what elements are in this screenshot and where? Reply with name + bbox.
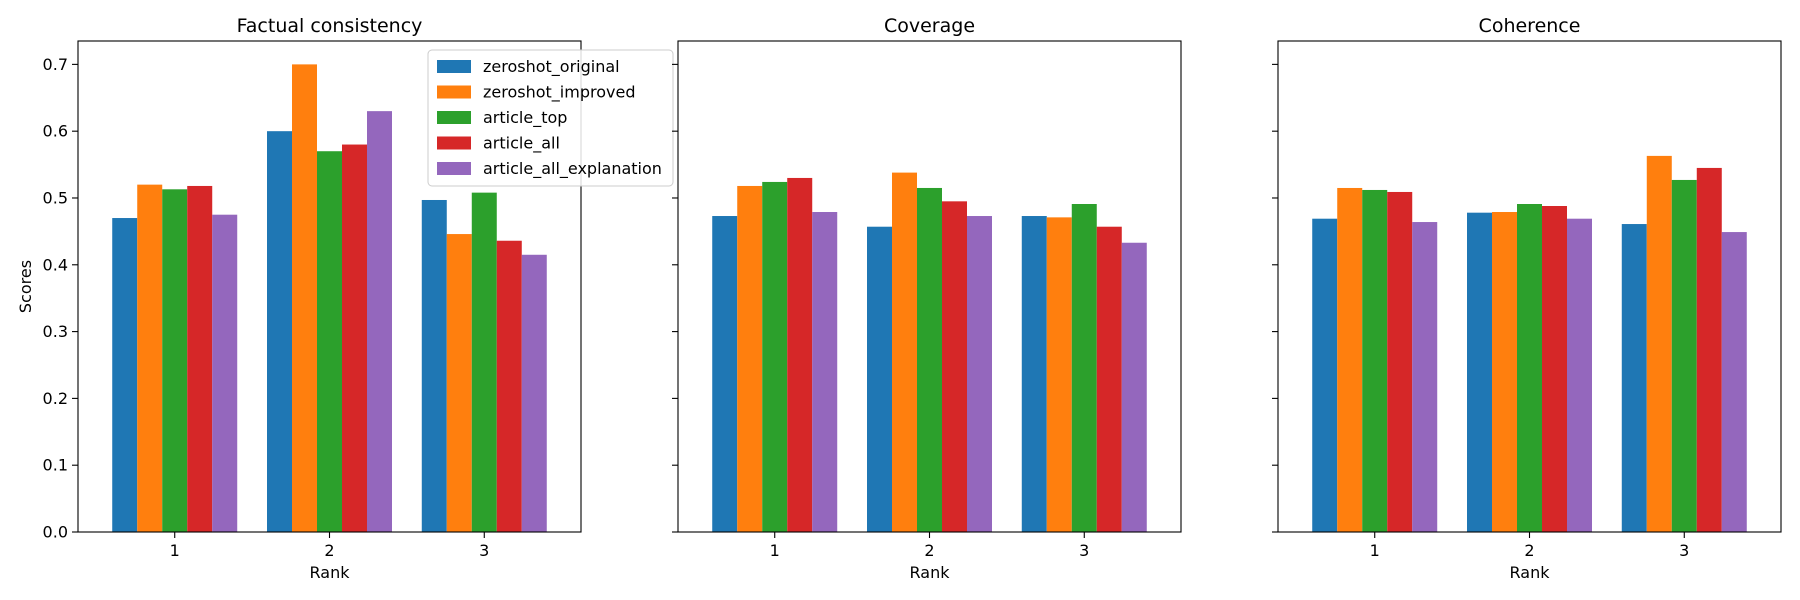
bar-article_top-rank-2 [917,187,942,532]
bar-zeroshot_original-rank-2 [1467,212,1492,532]
y-tick-label: 0.4 [43,255,68,274]
bar-zeroshot_improved-rank-1 [1337,187,1363,532]
x-tick-label: 1 [170,541,180,560]
x-axis-label: Rank [310,563,351,582]
x-axis-label: Rank [1510,563,1551,582]
legend-entry-article_all: article_all [483,134,560,154]
y-tick-label: 0.6 [43,122,68,141]
bar-article_all-rank-3 [496,240,522,533]
panel-3: 1 2 3 Coherence Rank [1272,15,1782,582]
bar-article_all-rank-2 [1542,206,1567,532]
bar-zeroshot_original-rank-2 [867,226,892,532]
panel-title: Factual consistency [237,15,423,37]
x-tick-label: 1 [1370,541,1380,560]
x-tick-label: 1 [770,541,780,560]
legend-swatch-article_all_explanation [437,162,471,175]
bar-article_top-rank-3 [1071,204,1097,532]
y-tick-label: 0.0 [43,523,68,542]
legend-swatch-zeroshot_original [437,60,471,73]
bar-zeroshot_original-rank-3 [1021,216,1047,532]
y-axis-label: Scores [16,260,35,313]
panel-2: 1 2 3 Coverage Rank [672,15,1182,582]
bar-article_all_explanation-rank-1 [212,214,238,532]
x-tick-label: 3 [479,541,489,560]
x-axis-label: Rank [910,563,951,582]
y-tick-label: 0.1 [43,456,68,475]
bar-article_all-rank-1 [187,185,213,532]
legend-frame [427,49,674,187]
bar-article_top-rank-1 [162,189,188,533]
bar-zeroshot_improved-rank-1 [737,185,763,532]
panel-title: Coverage [884,15,975,37]
bar-zeroshot_original-rank-2 [267,131,292,532]
bar-article_all-rank-2 [342,144,367,533]
bar-article_all_explanation-rank-3 [1121,242,1147,533]
panel-1: 0.0 0.1 0.2 0.3 0.4 0.5 0.6 0.7 1 2 3 Factual consi… [16,15,674,582]
panel-title: Coherence [1479,15,1581,37]
bar-zeroshot_original-rank-3 [1621,224,1647,533]
x-tick-label: 2 [324,541,334,560]
bar-article_all-rank-2 [942,201,967,532]
legend-swatch-article_all [437,136,471,150]
bar-article_all-rank-1 [787,177,813,532]
bar-article_all-rank-1 [1387,191,1413,532]
legend-entry-article_top: article_top [483,108,567,128]
bar-zeroshot_improved-rank-1 [137,184,163,532]
bar-zeroshot_original-rank-1 [1312,218,1338,532]
bar-zeroshot_improved-rank-3 [1646,155,1672,532]
x-tick-label: 3 [1079,541,1089,560]
legend-entry-article_all_explanation: article_all_explanation [483,159,662,179]
legend-entry-zeroshot_improved: zeroshot_improved [483,83,635,103]
bar-article_all-rank-3 [1696,167,1722,532]
bar-article_all-rank-3 [1096,226,1122,532]
legend-swatch-article_top [437,111,471,124]
y-tick-label: 0.7 [43,55,68,74]
bar-article_top-rank-3 [1671,179,1697,532]
bar-article_all_explanation-rank-2 [967,216,992,532]
bar-article_all_explanation-rank-3 [521,254,547,532]
bar-zeroshot_improved-rank-2 [292,64,317,532]
bar-zeroshot_original-rank-3 [421,199,447,533]
bar-article_top-rank-2 [1517,204,1542,532]
y-tick-label: 0.2 [43,389,68,408]
bar-article_all_explanation-rank-3 [1721,232,1747,532]
bar-article_all_explanation-rank-2 [1567,218,1592,532]
bar-zeroshot_improved-rank-2 [892,172,917,532]
bar-article_all_explanation-rank-1 [1412,222,1438,533]
y-tick-label: 0.3 [43,322,68,341]
bar-article_top-rank-1 [1362,189,1388,532]
bar-zeroshot_original-rank-1 [112,218,138,532]
bar-article_all_explanation-rank-2 [367,111,392,532]
bar-article_top-rank-2 [317,151,342,532]
bar-article_top-rank-1 [762,181,788,532]
bar-zeroshot_improved-rank-2 [1492,212,1517,532]
legend-swatch-zeroshot_improved [437,85,471,99]
legend: zeroshot_original zeroshot_improvedarticl… [427,49,674,187]
bar-article_top-rank-3 [471,192,497,532]
x-tick-label: 2 [924,541,934,560]
y-tick-label: 0.5 [43,188,68,207]
x-tick-label: 3 [1679,541,1689,560]
x-tick-label: 2 [1524,541,1534,560]
bar-zeroshot_original-rank-1 [712,216,738,532]
bar-article_all_explanation-rank-1 [812,212,838,532]
legend-entry-zeroshot_original: zeroshot_original [483,57,620,77]
bar-zeroshot_improved-rank-3 [446,234,472,532]
bar-zeroshot_improved-rank-3 [1046,217,1072,533]
